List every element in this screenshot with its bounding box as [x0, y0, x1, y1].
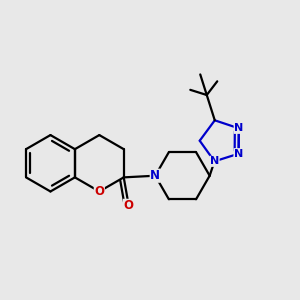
- Text: O: O: [124, 199, 134, 212]
- Text: N: N: [234, 123, 243, 133]
- Text: N: N: [234, 149, 243, 159]
- Text: N: N: [210, 156, 219, 166]
- Text: N: N: [150, 169, 160, 182]
- Text: O: O: [94, 185, 104, 198]
